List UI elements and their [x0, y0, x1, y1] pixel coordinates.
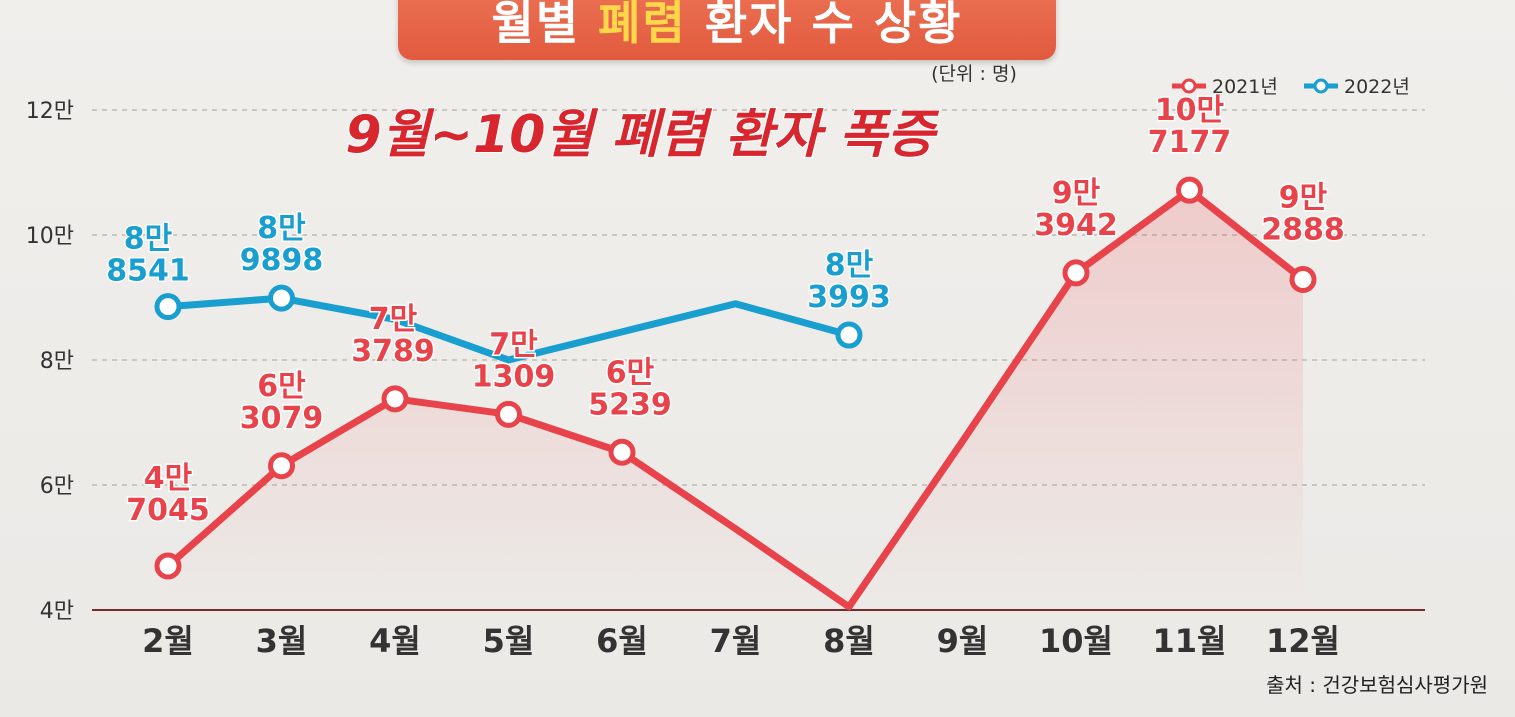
- x-tick-label: 12월: [1266, 622, 1340, 660]
- data-point: [268, 452, 295, 480]
- data-label-top: 8만: [257, 211, 306, 246]
- chart-title: 월별 폐렴 환자 수 상황: [398, 0, 1056, 60]
- data-point: [608, 438, 636, 466]
- y-tick-label: 4만: [40, 599, 74, 624]
- data-label-bottom: 9898: [240, 243, 324, 278]
- data-point: [381, 385, 409, 413]
- x-tick-label: 9월: [937, 622, 989, 660]
- x-tick-label: 6월: [596, 622, 648, 660]
- data-point: [835, 321, 863, 349]
- data-label-top: 8만: [124, 222, 173, 257]
- x-tick-label: 10월: [1039, 622, 1113, 660]
- data-point: [1062, 259, 1090, 287]
- chart-subtitle: 9월~10월 폐렴 환자 폭증: [345, 105, 939, 165]
- data-label-top: 4만: [144, 461, 193, 496]
- legend-label-0: 2021년: [1212, 76, 1278, 98]
- data-label-bottom: 3079: [240, 401, 324, 436]
- data-label-bottom: 8541: [106, 254, 190, 289]
- data-point: [268, 284, 295, 312]
- data-label-bottom: 7177: [1148, 125, 1232, 160]
- series-line-0: [164, 186, 1307, 611]
- series-area-2021: [168, 190, 1303, 611]
- data-label-top: 6만: [257, 369, 306, 404]
- series-layer: [154, 176, 1317, 611]
- data-label-bottom: 5239: [588, 387, 672, 422]
- y-tick-label: 8만: [40, 349, 74, 374]
- x-tick-label: 3월: [256, 622, 308, 660]
- data-label-bottom: 3942: [1034, 208, 1118, 243]
- x-tick-label: 11월: [1153, 622, 1227, 660]
- y-tick-label: 12만: [26, 99, 74, 124]
- chart-title-part-3: 환자 수 상황: [686, 0, 963, 50]
- x-tick-label: 5월: [483, 622, 535, 660]
- data-label-bottom: 7045: [126, 493, 210, 528]
- legend-marker-1: [1313, 78, 1329, 94]
- y-tick-label: 10만: [26, 224, 74, 249]
- data-label-top: 9만: [1279, 180, 1328, 215]
- data-label-top: 8만: [825, 248, 874, 283]
- chart-title-part-1: 월별: [491, 0, 599, 50]
- data-label-bottom: 2888: [1261, 212, 1345, 247]
- data-point: [1289, 265, 1317, 293]
- data-label-bottom: 1309: [472, 359, 556, 394]
- data-label-top: 7만: [369, 302, 418, 337]
- chart-title-highlight: 폐렴: [598, 0, 687, 50]
- legend: 2021년 2022년: [1172, 76, 1410, 98]
- x-tick-label: 7월: [710, 622, 762, 660]
- unit-note: (단위 : 명): [931, 63, 1017, 85]
- legend-marker-0: [1181, 78, 1197, 94]
- y-tick-label: 6만: [40, 474, 74, 499]
- area-layer: [168, 190, 1303, 611]
- data-point: [154, 552, 182, 580]
- data-label-bottom: 3789: [351, 334, 435, 369]
- x-tick-label: 2월: [142, 622, 194, 660]
- x-tick-label: 4월: [369, 622, 421, 660]
- data-label-top: 9만: [1052, 176, 1101, 211]
- data-point: [495, 400, 522, 428]
- data-label-bottom: 3993: [807, 280, 891, 315]
- data-label-top: 7만: [489, 327, 538, 362]
- x-tick-label: 8월: [823, 622, 875, 660]
- data-point: [1176, 176, 1203, 204]
- source-note: 출처 : 건강보험심사평가원: [1266, 673, 1488, 697]
- data-point: [154, 293, 182, 321]
- legend-label-1: 2022년: [1344, 76, 1410, 98]
- data-label-top: 10만: [1155, 93, 1225, 128]
- data-label-top: 6만: [606, 355, 655, 390]
